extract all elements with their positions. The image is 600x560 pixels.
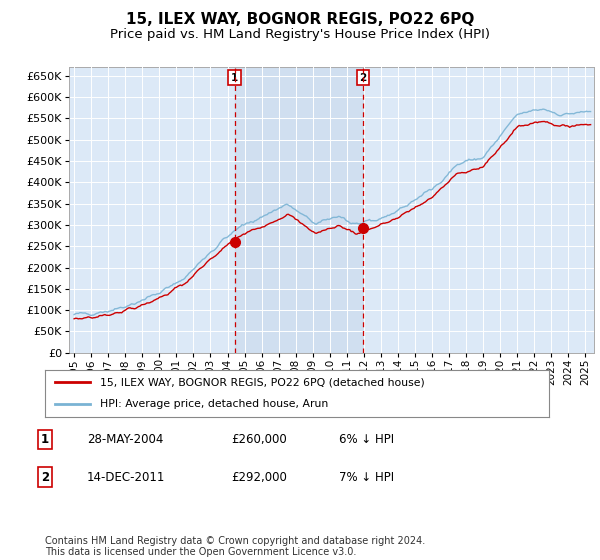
Text: 1: 1 — [231, 73, 238, 83]
Text: 14-DEC-2011: 14-DEC-2011 — [87, 470, 166, 484]
Text: HPI: Average price, detached house, Arun: HPI: Average price, detached house, Arun — [100, 399, 329, 409]
Text: 7% ↓ HPI: 7% ↓ HPI — [339, 470, 394, 484]
Text: 6% ↓ HPI: 6% ↓ HPI — [339, 433, 394, 446]
Text: 2: 2 — [41, 470, 49, 484]
Text: 15, ILEX WAY, BOGNOR REGIS, PO22 6PQ (detached house): 15, ILEX WAY, BOGNOR REGIS, PO22 6PQ (de… — [100, 377, 425, 388]
Text: 15, ILEX WAY, BOGNOR REGIS, PO22 6PQ: 15, ILEX WAY, BOGNOR REGIS, PO22 6PQ — [126, 12, 474, 27]
Text: Price paid vs. HM Land Registry's House Price Index (HPI): Price paid vs. HM Land Registry's House … — [110, 28, 490, 41]
Text: 1: 1 — [41, 433, 49, 446]
Text: 28-MAY-2004: 28-MAY-2004 — [87, 433, 163, 446]
Text: £292,000: £292,000 — [231, 470, 287, 484]
Bar — [235, 67, 363, 353]
Text: £260,000: £260,000 — [231, 433, 287, 446]
Text: 2: 2 — [359, 73, 367, 83]
Text: Contains HM Land Registry data © Crown copyright and database right 2024.
This d: Contains HM Land Registry data © Crown c… — [45, 535, 425, 557]
